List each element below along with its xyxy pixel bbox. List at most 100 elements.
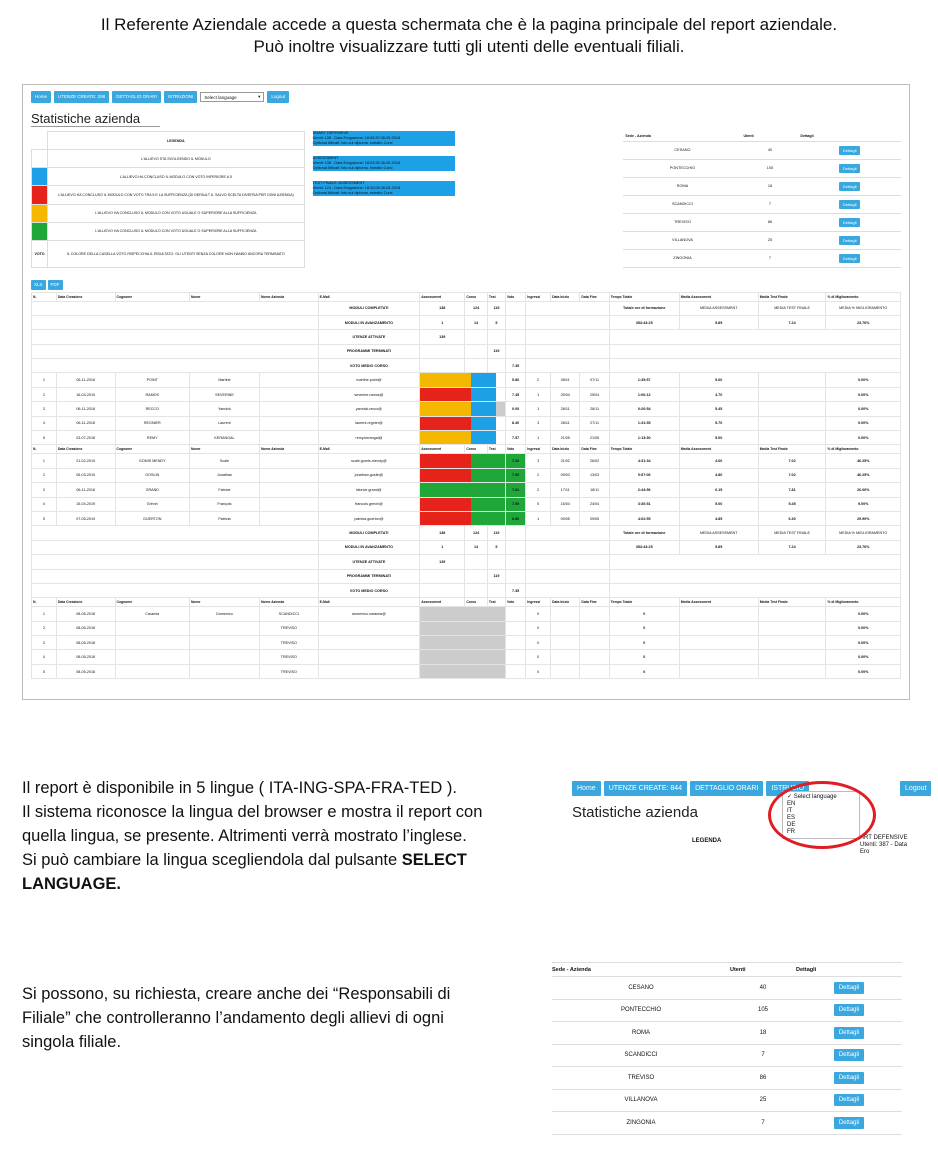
row-media-assessment: 4.60 — [678, 453, 759, 469]
sede-row: VILLANOVA 25 Dettagli — [623, 231, 901, 250]
nav-istruzioni-button[interactable]: ISTRUZIONI — [163, 91, 198, 103]
row-number: 2 — [31, 620, 57, 637]
sede-users: 18 — [741, 177, 799, 196]
language-text-4: Si può cambiare la lingua scegliendola d… — [22, 848, 552, 872]
dettagli-button[interactable]: Dettagli — [833, 981, 865, 994]
progress-bar — [420, 651, 505, 664]
zoom-side-2: Utenti: 387 - Data Ero — [860, 842, 908, 855]
summary-row: MODULI IN AVANZAMENTO 1 14 5 354:43:25 5.85 7.… — [31, 314, 901, 331]
row-ingressi: 1 — [525, 401, 552, 417]
row-data-inizio: 28/11 — [550, 415, 581, 432]
row-tempo: 0 — [608, 606, 680, 622]
summary-value — [504, 554, 527, 570]
row-date: 21-02-2019 — [55, 453, 116, 469]
dettagli-button[interactable]: Dettagli — [833, 1094, 865, 1107]
row-miglioramento: 0.00% — [825, 372, 901, 388]
row-cognome: RAMOS — [114, 386, 190, 403]
row-date: 06-11-2018 — [55, 401, 116, 417]
dettagli-button[interactable]: Dettagli — [833, 1026, 865, 1039]
blank-cell — [31, 568, 319, 584]
zoom-utenze-button[interactable]: UTENZE CREATE: 844 — [603, 781, 688, 796]
column-header: Nome Azienda — [258, 444, 319, 455]
dettagli-button[interactable]: Dettagli — [833, 1116, 865, 1129]
dettagli-button[interactable]: Dettagli — [838, 235, 861, 245]
sede-row: PONTECCHIO 105 Dettagli — [623, 159, 901, 178]
progress-segment — [496, 498, 505, 511]
row-email — [317, 663, 421, 680]
row-ingressi: 0 — [525, 649, 552, 665]
row-progress — [419, 663, 506, 680]
row-progress — [419, 467, 506, 484]
nav-utenze-button[interactable]: UTENZE CREATE: 398 — [54, 91, 110, 103]
summary-label: VOTO MEDIO CORSO — [317, 358, 421, 374]
summary-value: 5 — [486, 314, 506, 331]
legend-voto-text: IL COLORE DELLA CASELLA VOTO RISPECCHIA … — [47, 239, 305, 268]
row-media-test: 5.45 — [757, 496, 827, 512]
row-data-fine: 09/05 — [579, 510, 610, 527]
row-progress — [419, 415, 506, 432]
row-data-fine: 18/11 — [579, 482, 610, 498]
row-cognome: RECCO — [114, 401, 190, 417]
dettagli-button[interactable]: Dettagli — [838, 217, 861, 227]
progress-segment — [496, 402, 505, 416]
progress-segment — [496, 417, 504, 429]
page-title: Statistiche azienda — [31, 111, 901, 127]
row-nome: François — [188, 496, 260, 512]
progress-bar — [420, 483, 505, 497]
intro-line-1: Il Referente Aziendale accede a questa s… — [100, 15, 838, 34]
row-media-assessment: 4.85 — [678, 510, 759, 527]
language-text-4b: SELECT — [401, 851, 467, 869]
dettagli-button[interactable]: Dettagli — [838, 199, 861, 209]
dettagli-button[interactable]: Dettagli — [838, 163, 861, 173]
nav-home-button[interactable]: Home — [31, 91, 52, 103]
row-azienda: TREVISO — [258, 663, 319, 680]
dettagli-button[interactable]: Dettagli — [838, 253, 861, 263]
legend-header: LEGENDA — [47, 130, 305, 151]
logout-button[interactable]: Logout — [267, 91, 290, 103]
progress-bar — [420, 388, 505, 401]
row-number: 1 — [31, 606, 57, 622]
row-nome: Fabrice — [188, 482, 260, 498]
sede-name: VILLANOVA — [552, 1089, 730, 1112]
column-header: Nome — [188, 444, 260, 455]
column-header: Cognome — [114, 444, 190, 455]
course-block: SMART DEFENSIVE Utenti: 138 - Data Erogaz… — [312, 131, 456, 146]
dettagli-button[interactable]: Dettagli — [833, 1071, 865, 1084]
pdf-button[interactable]: PDF — [47, 279, 63, 290]
row-voto: 0.00 — [504, 401, 527, 417]
dettagli-button[interactable]: Dettagli — [838, 181, 861, 191]
row-ingressi: 2 — [525, 467, 552, 484]
dettagli-button[interactable]: Dettagli — [833, 1049, 865, 1062]
row-number: 1 — [31, 453, 57, 469]
row-media-assessment — [678, 620, 759, 637]
table-header-row: N. Data Creazione Cognome Nome Nome Azienda E… — [31, 444, 901, 455]
table-row: 2 08-05-2018 TREVISO 0 0 0.00% — [31, 620, 901, 637]
sedi-table: Sede - Azienda Utenti Dettagli CESANO 40 Det… — [623, 131, 901, 268]
row-email: domenico.caramia@ — [317, 606, 421, 622]
nav-dettaglio-button[interactable]: DETTAGLIO ORARI — [112, 91, 161, 103]
xls-button[interactable]: XLS — [31, 279, 46, 290]
row-nome: Scale — [188, 453, 260, 469]
row-progress — [419, 649, 506, 665]
zoom-home-button[interactable]: Home — [572, 781, 601, 796]
row-data-fine: 24/04 — [579, 496, 610, 512]
summary-row: PROGRAMMI TERMINATI 119 — [31, 343, 902, 360]
course-title: SMART DEFENSIVE — [312, 131, 349, 135]
row-voto — [504, 606, 527, 622]
language-select[interactable]: Select language ▾ — [200, 92, 265, 102]
dettagli-button[interactable]: Dettagli — [833, 1004, 865, 1017]
sede-actions: Dettagli — [796, 1089, 902, 1112]
row-media-test — [757, 649, 827, 665]
zoom-logout-button[interactable]: Logout — [900, 781, 932, 796]
sede-row: ROMA 18 Dettagli — [552, 1021, 902, 1045]
summary-value — [486, 582, 506, 599]
row-tempo: 1:35:57 — [608, 372, 680, 388]
row-tempo: 0:57:06 — [608, 467, 680, 484]
zoom-dettaglio-button[interactable]: DETTAGLIO ORARI — [690, 781, 764, 796]
row-miglioramento: 26.00% — [825, 482, 901, 498]
row-data-fine: 13/03 — [579, 467, 610, 484]
column-header: Tempo Totale — [608, 444, 680, 455]
dettagli-button[interactable]: Dettagli — [838, 145, 861, 155]
table-row: 3 06-11-2018 RECCO Yannick yannick.recco@ 0.0… — [31, 401, 901, 417]
row-number: 2 — [31, 467, 57, 484]
